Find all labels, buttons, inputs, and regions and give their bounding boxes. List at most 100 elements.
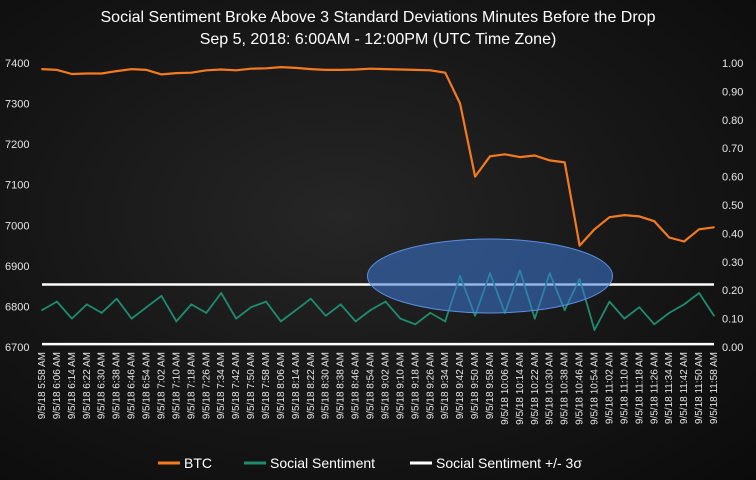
x-tick-label: 9/5/18 5:58 AM <box>37 352 48 419</box>
sentiment-point <box>563 309 566 311</box>
x-tick-label: 9/5/18 8:30 AM <box>321 352 332 419</box>
btc-point <box>205 69 208 72</box>
sentiment-point <box>698 292 700 294</box>
x-tick-label: 9/5/18 10:46 AM <box>575 352 586 425</box>
x-tick-label: 9/5/18 6:06 AM <box>52 352 63 419</box>
sentiment-point <box>205 312 208 314</box>
btc-point <box>280 66 282 68</box>
right-y-tick-label: 0.50 <box>722 200 743 212</box>
x-tick-label: 9/5/18 6:22 AM <box>82 352 93 419</box>
x-tick-label: 9/5/18 8:38 AM <box>336 352 347 419</box>
x-tick-label: 9/5/18 7:18 AM <box>186 352 197 419</box>
btc-point <box>698 228 700 231</box>
sentiment-point <box>56 300 58 303</box>
x-tick-label: 9/5/18 7:26 AM <box>201 352 212 419</box>
chart-subtitle: Sep 5, 2018: 6:00AM - 12:00PM (UTC Time … <box>200 31 557 48</box>
right-y-axis: 1.00 0.90 0.80 0.70 0.60 0.50 0.40 0.30 0.20 0.10… <box>722 58 743 354</box>
left-y-tick-label: 6800 <box>5 301 29 313</box>
sentiment-point <box>160 294 163 297</box>
sentiment-point <box>399 317 402 320</box>
x-tick-label: 9/5/18 9:42 AM <box>455 352 466 419</box>
btc-point <box>474 175 476 178</box>
sentiment-point <box>309 297 312 300</box>
btc-point <box>160 73 163 76</box>
legend-label: Social Sentiment <box>270 455 375 471</box>
x-tick-label: 9/5/18 11:50 AM <box>694 352 705 424</box>
legend-label: Social Sentiment +/- 3σ <box>436 455 582 471</box>
btc-point <box>250 67 252 70</box>
sentiment-point <box>638 306 641 309</box>
x-tick-label: 9/5/18 7:02 AM <box>156 352 167 419</box>
x-tick-label: 9/5/18 11:02 AM <box>604 352 615 424</box>
btc-point <box>384 68 387 70</box>
btc-point <box>190 71 193 74</box>
right-y-tick-label: 0.90 <box>722 86 743 98</box>
left-y-tick-label: 7100 <box>5 180 29 192</box>
btc-point <box>56 68 58 71</box>
btc-point <box>70 73 73 75</box>
x-tick-label: 9/5/18 9:58 AM <box>485 352 496 419</box>
sentiment-point <box>444 320 447 323</box>
sentiment-point <box>593 329 596 331</box>
sentiment-point <box>70 317 73 320</box>
x-tick-label: 9/5/18 11:34 AM <box>664 352 675 424</box>
highlight-ellipse <box>366 238 614 314</box>
right-y-tick-label: 1.00 <box>722 58 743 70</box>
btc-point <box>429 69 432 72</box>
btc-point <box>220 68 223 71</box>
sentiment-point <box>623 317 626 320</box>
sentiment-point <box>369 309 372 311</box>
sentiment-point <box>130 317 133 320</box>
btc-point <box>369 67 372 70</box>
x-axis: 9/5/18 5:58 AM 9/5/18 6:06 AM 9/5/18 6:14 … <box>37 352 720 425</box>
btc-point <box>41 68 43 70</box>
x-tick-label: 9/5/18 10:06 AM <box>500 352 511 425</box>
sentiment-point <box>608 300 611 303</box>
btc-point <box>100 72 103 75</box>
sentiment-point <box>280 320 282 323</box>
right-y-tick-label: 0.40 <box>722 228 743 240</box>
x-tick-label: 9/5/18 8:46 AM <box>351 352 362 419</box>
x-tick-label: 9/5/18 8:54 AM <box>366 352 377 419</box>
x-tick-label: 9/5/18 9:10 AM <box>395 352 406 419</box>
btc-point <box>593 228 596 231</box>
right-y-tick-label: 0.10 <box>722 314 743 326</box>
sentiment-point <box>265 300 267 303</box>
sentiment-point <box>294 309 297 311</box>
sentiment-point <box>145 306 148 309</box>
left-y-tick-label: 6900 <box>5 261 29 273</box>
sentiment-point <box>653 323 656 326</box>
btc-point <box>548 159 551 162</box>
x-tick-label: 9/5/18 6:46 AM <box>127 352 138 419</box>
btc-point <box>489 155 491 158</box>
sentiment-point <box>100 312 103 314</box>
left-y-axis: 7400 7300 7200 7100 7000 6900 6800 6700 <box>5 58 29 354</box>
right-y-tick-label: 0.20 <box>722 285 743 297</box>
btc-point <box>533 154 536 157</box>
x-tick-label: 9/5/18 11:58 AM <box>709 352 720 424</box>
sentiment-point <box>250 306 252 309</box>
x-tick-label: 9/5/18 7:34 AM <box>216 352 227 419</box>
btc-point <box>563 161 566 164</box>
x-tick-label: 9/5/18 9:50 AM <box>470 352 481 419</box>
x-tick-label: 9/5/18 7:42 AM <box>231 352 242 419</box>
x-tick-label: 9/5/18 8:14 AM <box>291 352 302 419</box>
sentiment-point <box>324 314 327 317</box>
legend: BTC Social Sentiment Social Sentiment +/- … <box>158 455 582 471</box>
sentiment-point <box>190 303 193 306</box>
sentiment-point <box>713 314 715 317</box>
x-tick-label: 9/5/18 8:22 AM <box>306 352 317 419</box>
x-tick-label: 9/5/18 6:30 AM <box>97 352 108 419</box>
sentiment-line <box>41 269 715 331</box>
btc-point <box>399 68 402 71</box>
btc-point <box>309 68 312 70</box>
btc-line <box>41 65 715 247</box>
btc-point <box>518 156 521 159</box>
btc-point <box>414 68 417 71</box>
btc-point <box>324 68 327 71</box>
sentiment-point <box>683 303 686 306</box>
x-tick-label: 9/5/18 9:26 AM <box>425 352 436 419</box>
btc-point <box>145 68 148 71</box>
btc-point <box>459 102 462 105</box>
